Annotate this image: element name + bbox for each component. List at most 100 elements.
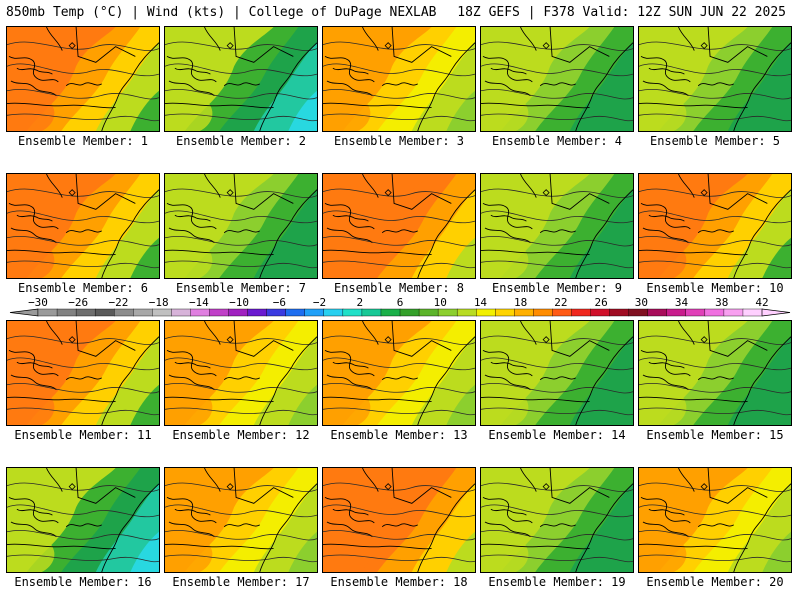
height-contour bbox=[7, 335, 159, 345]
height-contour bbox=[165, 41, 317, 51]
boundary-line bbox=[332, 214, 369, 222]
colorbar-swatch bbox=[285, 308, 306, 317]
boundary-line bbox=[549, 27, 610, 63]
ensemble-map-5 bbox=[638, 26, 792, 132]
colorbar-swatch bbox=[685, 308, 706, 317]
ensemble-map-16 bbox=[6, 467, 160, 573]
station-marker bbox=[68, 483, 76, 491]
boundary-line bbox=[733, 483, 791, 572]
ensemble-map-4 bbox=[480, 26, 634, 132]
boundary-line bbox=[391, 174, 452, 210]
temperature-band bbox=[130, 237, 159, 278]
boundary-line bbox=[639, 249, 748, 256]
boundary-line bbox=[65, 523, 102, 528]
temperature-colorbar: −30 −26 −22 −18 −14 −10 −6 −2 2 6 10 14 18 22 26 30 34 38… bbox=[8, 296, 792, 321]
boundary-line bbox=[484, 227, 531, 244]
boundary-line bbox=[323, 102, 432, 109]
boundary-line bbox=[481, 396, 590, 403]
boundary-line bbox=[678, 174, 695, 198]
height-contour bbox=[481, 357, 633, 371]
station-marker bbox=[700, 189, 708, 197]
boundary-line bbox=[75, 468, 136, 504]
colorbar-swatch bbox=[723, 308, 744, 317]
boundary-line bbox=[168, 521, 215, 538]
temperature-band bbox=[762, 90, 791, 131]
height-contour bbox=[165, 482, 317, 492]
colorbar-tick-label: 18 bbox=[514, 296, 528, 309]
ensemble-member-label: Ensemble Member: 10 bbox=[646, 281, 784, 295]
colorbar-swatch bbox=[304, 308, 325, 317]
colorbar-swatch bbox=[418, 308, 439, 317]
height-contour bbox=[481, 383, 633, 394]
boundary-line bbox=[16, 361, 53, 369]
boundary-line bbox=[707, 27, 768, 63]
height-contour bbox=[481, 113, 633, 122]
height-contour bbox=[639, 504, 791, 518]
ensemble-map-19 bbox=[480, 467, 634, 573]
colorbar-swatch bbox=[114, 308, 134, 317]
boundary-line bbox=[65, 229, 102, 234]
temperature-map bbox=[481, 27, 633, 131]
height-contour bbox=[481, 335, 633, 345]
boundary-line bbox=[323, 543, 432, 550]
temperature-band bbox=[288, 90, 317, 131]
boundary-line bbox=[575, 42, 633, 131]
colorbar-min-arrow bbox=[9, 308, 39, 317]
height-contour bbox=[481, 504, 633, 518]
boundary-line bbox=[484, 374, 531, 391]
height-contour bbox=[165, 89, 317, 100]
station-marker bbox=[700, 336, 708, 344]
boundary-line bbox=[697, 376, 734, 381]
colorbar-tick-label: −18 bbox=[148, 296, 169, 309]
boundary-line bbox=[639, 543, 748, 550]
warm-pocket bbox=[639, 238, 687, 278]
boundary-line bbox=[642, 227, 689, 244]
warm-pocket bbox=[7, 532, 55, 572]
boundary-line bbox=[46, 468, 63, 492]
warm-pocket bbox=[165, 385, 213, 425]
height-contour bbox=[165, 210, 317, 224]
boundary-line bbox=[174, 508, 211, 516]
ensemble-map-13 bbox=[322, 320, 476, 426]
height-contour bbox=[639, 357, 791, 371]
temperature-map bbox=[165, 468, 317, 572]
boundary-line bbox=[174, 67, 211, 75]
colorbar-swatch bbox=[437, 308, 458, 317]
boundary-line bbox=[204, 321, 221, 345]
temperature-map bbox=[7, 468, 159, 572]
temperature-map bbox=[639, 27, 791, 131]
boundary-line bbox=[520, 174, 537, 198]
colorbar-swatch bbox=[133, 308, 153, 317]
boundary-line bbox=[381, 376, 418, 381]
colorbar-swatch bbox=[533, 308, 553, 317]
boundary-line bbox=[362, 321, 379, 345]
ensemble-member-label: Ensemble Member: 2 bbox=[175, 134, 307, 148]
station-marker bbox=[226, 336, 234, 344]
height-contour bbox=[165, 335, 317, 345]
temperature-map bbox=[323, 468, 475, 572]
colorbar-swatch bbox=[342, 308, 363, 317]
colorbar-tick-label: −26 bbox=[68, 296, 89, 309]
station-marker bbox=[542, 336, 550, 344]
height-contour bbox=[7, 89, 159, 100]
boundary-line bbox=[332, 508, 369, 516]
boundary-line bbox=[539, 523, 576, 528]
ensemble-member-label: Ensemble Member: 15 bbox=[646, 428, 784, 442]
colorbar-swatch bbox=[456, 308, 477, 317]
boundary-line bbox=[642, 80, 689, 97]
temperature-band bbox=[762, 531, 791, 572]
colorbar-swatch bbox=[399, 308, 420, 317]
temperature-map bbox=[165, 174, 317, 278]
temperature-map bbox=[7, 27, 159, 131]
station-marker bbox=[542, 189, 550, 197]
boundary-line bbox=[549, 321, 610, 357]
boundary-line bbox=[648, 508, 685, 516]
height-contour bbox=[165, 236, 317, 247]
temperature-band bbox=[604, 90, 633, 131]
temperature-band bbox=[762, 237, 791, 278]
boundary-line bbox=[7, 396, 116, 403]
height-contour bbox=[481, 41, 633, 51]
boundary-line bbox=[223, 376, 260, 381]
colorbar-swatch bbox=[247, 308, 268, 317]
boundary-line bbox=[707, 321, 768, 357]
